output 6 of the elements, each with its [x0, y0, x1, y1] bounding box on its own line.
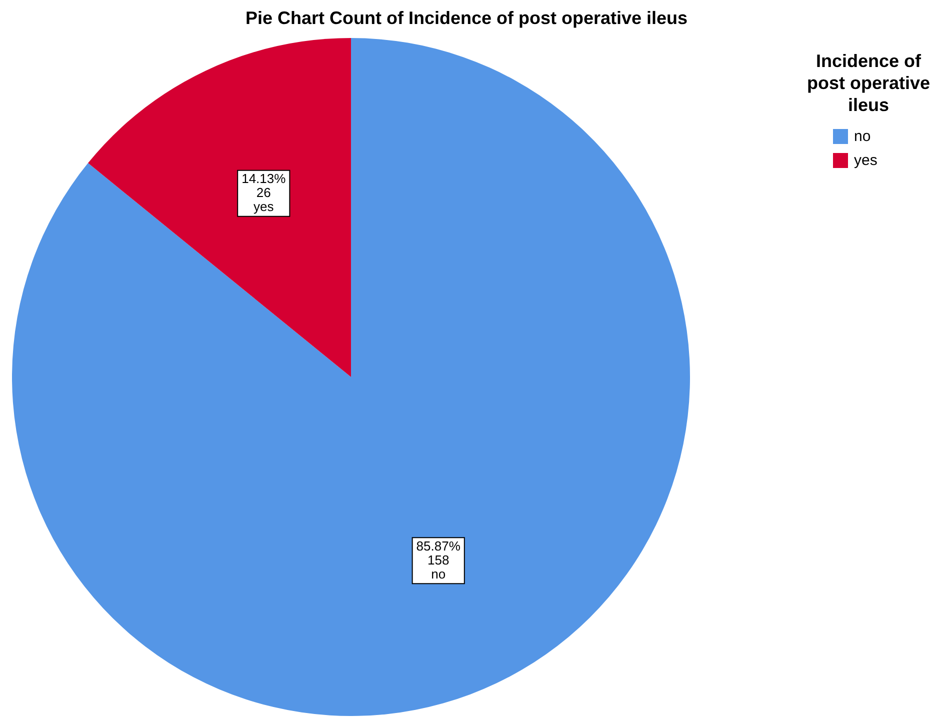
legend-title: Incidence of post operative ileus — [806, 50, 931, 116]
legend-label: no — [854, 128, 871, 144]
data-label: 14.13% 26 yes — [242, 170, 286, 214]
legend-label: yes — [854, 152, 878, 168]
chart-title: Pie Chart Count of Incidence of post operative ileus — [244, 8, 689, 29]
data-label: 85.87% 158 no — [416, 538, 461, 582]
